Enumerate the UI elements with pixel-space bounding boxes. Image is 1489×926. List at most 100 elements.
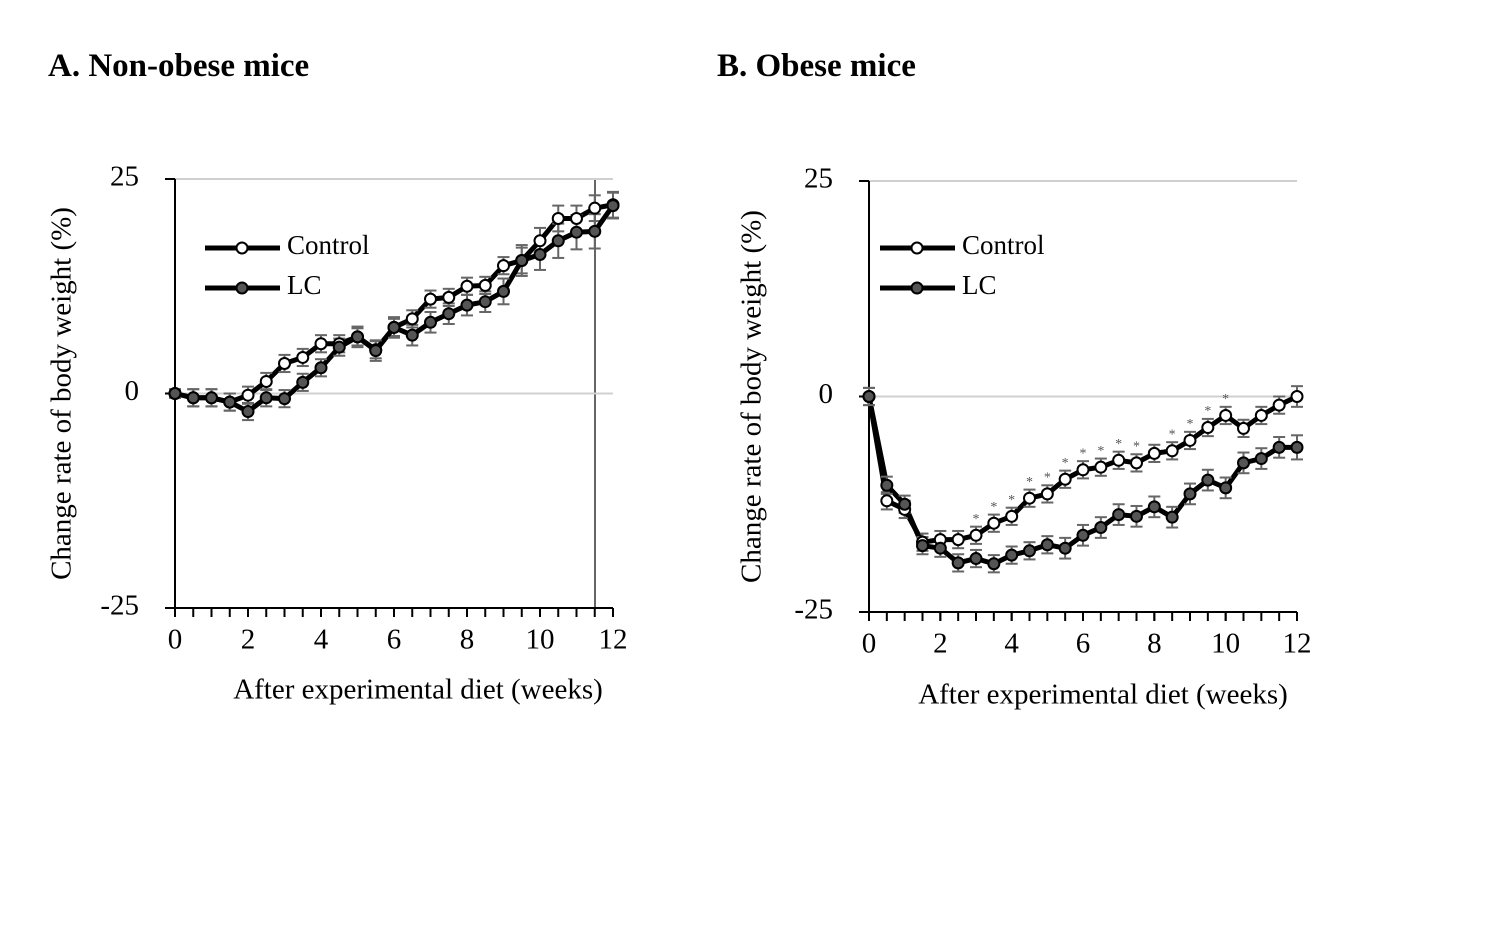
data-point [1272,440,1286,454]
data-point [1076,528,1090,542]
panel: B. Obese mice 25 0 -25 0 2 4 6 8 10 12 After experi… [717,48,1312,711]
y-tick-label: -25 [100,590,139,622]
x-tick-label: 0 [168,624,183,656]
data-point [223,395,237,409]
data-point [241,388,255,402]
x-tick-label: 2 [933,628,948,660]
x-tick-label: 4 [314,624,329,656]
data-point [551,234,565,248]
legend-marker [235,241,249,255]
x-axis-label: After experimental diet (weeks) [918,679,1288,711]
significance-mark: * [1115,437,1122,452]
data-point [515,254,529,268]
data-point [1219,408,1233,422]
data-point [969,552,983,566]
data-point [1147,500,1161,514]
data-point [442,290,456,304]
x-tick-label: 12 [599,624,628,656]
data-point [1094,460,1108,474]
y-tick-label: 25 [804,163,833,195]
data-point [205,391,218,405]
data-point [278,356,291,370]
data-point [1076,463,1090,477]
data-point [570,211,583,225]
data-point [1254,452,1268,466]
data-point [1147,446,1161,460]
data-point [880,494,894,508]
panel-title: A. Non-obese mice [48,48,309,84]
legend-label: LC [962,270,997,300]
data-point [1165,444,1179,458]
x-tick-label: 2 [241,624,256,656]
data-point [296,375,310,389]
data-point [186,391,200,405]
x-tick-label: 8 [1147,628,1162,660]
panel-title: B. Obese mice [717,48,916,84]
data-point [1023,544,1036,558]
data-point [1201,421,1215,435]
data-point [588,201,602,215]
significance-mark: * [973,512,980,527]
significance-mark: * [1044,471,1051,486]
data-point [1040,487,1054,501]
data-point [1058,541,1072,555]
data-point [1058,472,1072,486]
legend-label: Control [962,230,1045,260]
data-point [1290,440,1304,454]
data-point [1183,487,1197,501]
data-point [898,497,912,511]
significance-mark: * [990,500,997,515]
significance-mark: * [1026,475,1033,490]
data-point [533,248,547,262]
y-tick-label: -25 [794,594,833,626]
data-point [588,224,602,238]
x-tick-label: 0 [862,628,877,660]
data-point [1254,408,1268,422]
data-point [460,279,474,293]
data-point [259,391,273,405]
data-point [460,298,474,312]
legend-marker [910,281,924,295]
x-tick-label: 8 [460,624,475,656]
data-point [387,320,401,334]
data-point [1165,510,1179,524]
data-point [351,330,364,344]
data-point [880,478,894,492]
data-point [1201,473,1215,487]
significance-mark: * [1222,392,1229,407]
data-point [369,344,383,358]
y-tick-label: 0 [125,375,140,407]
data-point [1219,481,1233,495]
y-tick-label: 25 [110,161,139,193]
data-point [1130,509,1143,523]
data-point [1237,421,1250,435]
y-axis-label: Change rate of body weight (%) [736,210,768,583]
significance-mark: * [1133,439,1140,454]
data-point [278,392,291,406]
data-point [314,337,328,351]
x-tick-label: 4 [1004,628,1019,660]
significance-mark: * [1097,444,1104,459]
legend-marker [235,281,249,295]
x-tick-label: 10 [1211,628,1240,660]
data-point [168,387,182,400]
data-point [1290,390,1304,403]
data-point [405,312,419,326]
data-point [497,259,510,273]
data-point [987,516,1001,530]
data-point [1130,456,1143,470]
data-point [478,295,492,309]
data-point [241,405,255,419]
data-point [606,199,620,213]
data-point [987,557,1001,571]
data-point [1005,548,1019,562]
x-tick-label: 6 [387,624,402,656]
data-point [1237,456,1250,470]
data-point [951,556,965,570]
x-axis-label: After experimental diet (weeks) [233,674,603,706]
data-point [533,234,547,248]
significance-mark: * [1008,493,1015,508]
significance-mark: * [1187,417,1194,432]
data-point [314,361,328,375]
